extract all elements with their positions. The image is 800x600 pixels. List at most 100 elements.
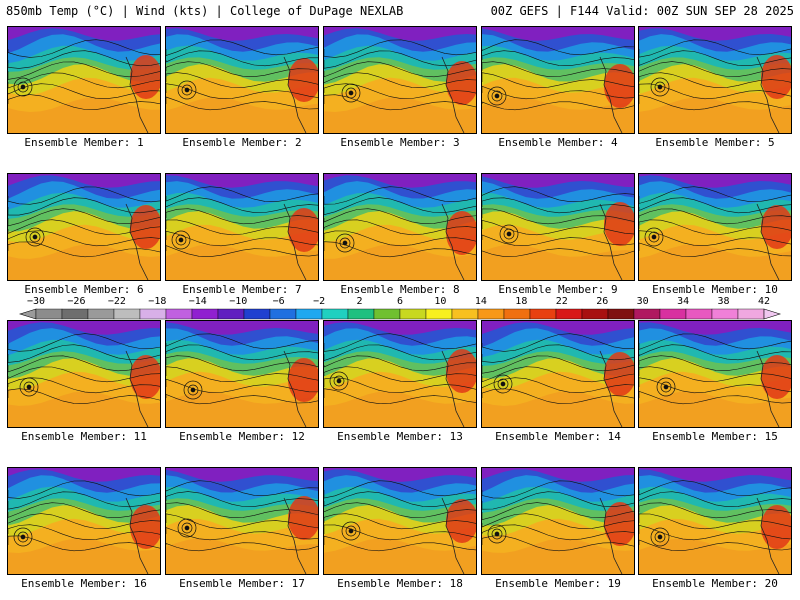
low-pressure-center (187, 384, 199, 396)
low-pressure-center (497, 378, 509, 390)
coastline (756, 56, 780, 133)
temperature-map (166, 27, 318, 133)
coastline (125, 497, 149, 574)
colorbar-swatch (35, 308, 63, 320)
colorbar-tick-label: −26 (67, 296, 86, 307)
ensemble-map-panel (165, 320, 319, 428)
temperature-band (482, 174, 634, 188)
colorbar-swatch (321, 308, 349, 320)
coastline (441, 497, 465, 574)
ensemble-member-label: Ensemble Member: 3 (340, 136, 460, 149)
low-pressure-center (487, 524, 507, 544)
colorbar-tick-label: 2 (356, 296, 363, 307)
height-contour (324, 524, 476, 541)
height-contour (166, 230, 318, 247)
low-pressure-center (656, 377, 676, 397)
temperature-band (8, 27, 160, 41)
low-pressure-center (184, 525, 190, 531)
ensemble-map-panel (165, 467, 319, 575)
ensemble-map-panel (638, 26, 792, 134)
height-contour (482, 502, 634, 521)
height-contour (324, 333, 476, 352)
temperature-map (324, 468, 476, 574)
height-contour (8, 377, 160, 394)
height-contour (166, 208, 318, 225)
ensemble-member-label: Ensemble Member: 9 (498, 283, 618, 296)
height-contour (166, 502, 318, 519)
warm-core (446, 61, 476, 105)
height-contour (8, 502, 160, 519)
low-pressure-center (503, 228, 515, 240)
ensemble-member-label: Ensemble Member: 8 (340, 283, 460, 296)
ensemble-map-panel (323, 467, 477, 575)
temperature-band (639, 174, 791, 188)
low-pressure-center (345, 87, 357, 99)
ensemble-member-label: Ensemble Member: 11 (21, 430, 147, 443)
height-contour (166, 61, 318, 78)
height-contour (324, 61, 476, 78)
colorbar-tick-label: −22 (107, 296, 126, 307)
height-contour (324, 480, 476, 499)
colorbar-swatch (737, 308, 765, 320)
height-contour (639, 333, 791, 350)
title-right: 00Z GEFS | F144 Valid: 00Z SUN SEP 28 20… (490, 4, 794, 18)
ensemble-member-label: Ensemble Member: 15 (652, 430, 778, 443)
height-contour (482, 355, 634, 374)
low-pressure-center (171, 230, 191, 250)
low-pressure-center (491, 90, 503, 102)
temperature-map (166, 321, 318, 427)
temperature-band (482, 468, 634, 482)
coastline (599, 497, 623, 574)
colorbar-tick-label: 10 (434, 296, 447, 307)
height-contour (8, 219, 160, 235)
height-contour (639, 230, 791, 247)
low-pressure-center (644, 227, 664, 247)
colorbar-tick-label: −18 (148, 296, 167, 307)
height-contour (482, 524, 634, 541)
ensemble-map-panel (323, 320, 477, 428)
colorbar-swatch (451, 308, 479, 320)
low-pressure-center (13, 77, 33, 97)
low-pressure-center (17, 531, 29, 543)
height-contour (639, 72, 791, 89)
low-pressure-center (494, 531, 500, 537)
colorbar-tick-label: 26 (596, 296, 609, 307)
low-pressure-center (26, 384, 32, 390)
low-pressure-center (500, 381, 506, 387)
temperature-colorbar: −30 −26 −22 −18 −14 −10 −6 −2 2 6 10 14 18 22 26 30 34 38… (0, 296, 800, 322)
ensemble-map-panel (7, 320, 161, 428)
low-pressure-center (336, 378, 342, 384)
low-pressure-center (654, 81, 666, 93)
colorbar-tick-label: −2 (313, 296, 326, 307)
colorbar-labels: −30 −26 −22 −18 −14 −10 −6 −2 2 6 10 14 18 22 26 30 34 38… (0, 296, 800, 308)
warm-core (446, 211, 476, 255)
warm-core (288, 208, 318, 252)
low-pressure-center (190, 387, 196, 393)
ensemble-member-label: Ensemble Member: 10 (652, 283, 778, 296)
low-pressure-center (178, 237, 184, 243)
height-contour (482, 50, 634, 67)
height-contour (482, 208, 634, 225)
height-contour (482, 197, 634, 214)
height-contour (166, 366, 318, 383)
temperature-map (639, 468, 791, 574)
height-contour (639, 377, 791, 394)
ensemble-map-panel (7, 173, 161, 281)
colorbar-tick-label: −14 (188, 296, 207, 307)
colorbar-swatch (477, 308, 505, 320)
height-contour (8, 524, 160, 541)
low-pressure-center (345, 525, 357, 537)
height-contour (166, 344, 318, 361)
temperature-map (639, 321, 791, 427)
low-pressure-center (499, 224, 519, 244)
height-contour (482, 219, 634, 236)
height-contour (324, 197, 476, 216)
low-pressure-center (660, 381, 672, 393)
height-contour (324, 241, 476, 258)
height-contour (639, 61, 791, 77)
height-contour (166, 186, 318, 203)
low-pressure-center (491, 528, 503, 540)
ensemble-member-label: Ensemble Member: 13 (337, 430, 463, 443)
height-contour (8, 355, 160, 373)
low-pressure-center (335, 233, 355, 253)
